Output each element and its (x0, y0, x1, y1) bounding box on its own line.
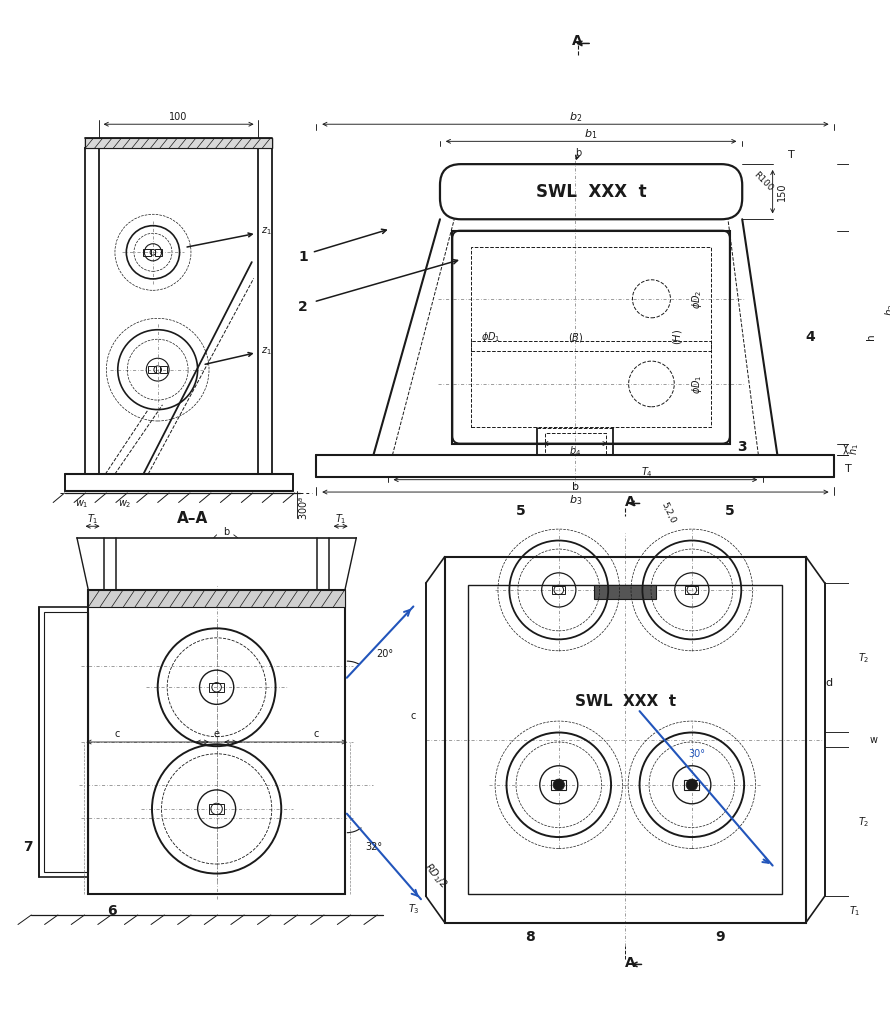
Bar (595, 585, 656, 599)
Bar (149, 366, 156, 374)
Text: $T_1$: $T_1$ (848, 904, 860, 919)
Text: 6: 6 (108, 904, 117, 919)
Text: A: A (625, 495, 635, 509)
Bar (445, 557, 806, 923)
Text: $z_1$: $z_1$ (261, 345, 271, 356)
Text: $T_4$: $T_4$ (641, 465, 652, 479)
Bar (472, 341, 711, 427)
Bar (88, 590, 345, 894)
Text: e: e (214, 729, 220, 739)
Text: $b_2$: $b_2$ (569, 110, 582, 124)
Text: 8: 8 (525, 930, 535, 944)
Text: d: d (825, 678, 832, 687)
Bar (143, 249, 151, 256)
Text: $h_2$: $h_2$ (884, 303, 890, 315)
Text: 5: 5 (725, 504, 735, 518)
Text: $(B)$: $(B)$ (568, 331, 584, 344)
Text: $w_2$: $w_2$ (117, 499, 131, 510)
Text: b: b (575, 147, 581, 158)
Text: 32°: 32° (365, 842, 382, 852)
Text: $\phi D_2$: $\phi D_2$ (690, 289, 704, 308)
Text: c: c (114, 729, 119, 739)
Text: 5,2,0: 5,2,0 (659, 501, 677, 525)
Text: $T_2$: $T_2$ (858, 651, 870, 665)
Text: $300^a$: $300^a$ (298, 496, 311, 520)
Text: A: A (572, 34, 583, 47)
Bar (468, 585, 782, 894)
Text: A: A (625, 955, 635, 970)
Text: $w_1$: $w_1$ (75, 499, 88, 510)
Text: 1: 1 (298, 250, 308, 264)
Bar (551, 780, 566, 790)
Text: 2: 2 (298, 300, 308, 313)
Text: $z_1$: $z_1$ (261, 225, 271, 238)
Text: SWL  XXX  t: SWL XXX t (575, 694, 676, 709)
Text: 4: 4 (805, 330, 815, 344)
Text: w: w (870, 734, 878, 744)
Text: 3: 3 (737, 440, 747, 455)
Bar (552, 586, 565, 594)
Text: $T_3$: $T_3$ (408, 902, 419, 915)
Text: $b_4$: $b_4$ (570, 444, 581, 458)
Text: $T_1$: $T_1$ (335, 512, 346, 525)
Bar (545, 433, 606, 455)
Bar (159, 366, 167, 374)
Bar (452, 230, 730, 443)
Bar (44, 611, 88, 872)
Bar (209, 804, 224, 814)
Text: SWL  XXX  t: SWL XXX t (536, 182, 646, 201)
Text: c: c (314, 729, 320, 739)
Bar (472, 247, 711, 351)
Text: T: T (846, 464, 852, 474)
Bar (39, 607, 88, 877)
Text: $RD_1/2$: $RD_1/2$ (421, 860, 449, 891)
Text: R100: R100 (752, 170, 774, 193)
Text: $b_1$: $b_1$ (585, 127, 598, 140)
Text: T: T (789, 150, 795, 160)
Text: 100: 100 (169, 112, 188, 122)
Text: c: c (410, 711, 416, 721)
Text: $(H)$: $(H)$ (671, 329, 684, 345)
Text: 30°: 30° (688, 749, 705, 759)
Circle shape (686, 779, 698, 791)
Text: $\phi D_1$: $\phi D_1$ (481, 330, 500, 344)
Text: b: b (572, 482, 578, 493)
Bar (684, 780, 700, 790)
Text: h: h (866, 334, 876, 340)
Circle shape (553, 779, 564, 791)
Bar (85, 138, 271, 148)
Bar (209, 683, 224, 692)
Text: A–A: A–A (177, 511, 208, 526)
Bar (685, 586, 699, 594)
Text: $\phi D_1$: $\phi D_1$ (690, 374, 704, 394)
Bar (88, 590, 345, 607)
Text: $h_1$: $h_1$ (847, 443, 862, 455)
Bar (155, 249, 163, 256)
Text: $T_1$: $T_1$ (87, 512, 99, 525)
Text: $T_2$: $T_2$ (858, 815, 870, 828)
Text: 7: 7 (22, 840, 32, 854)
Text: 150: 150 (777, 182, 787, 201)
Text: 5: 5 (516, 504, 526, 518)
Text: 9: 9 (716, 930, 725, 944)
Text: $b_3$: $b_3$ (569, 493, 582, 507)
Text: 20°: 20° (376, 649, 393, 659)
Text: b: b (223, 527, 230, 537)
